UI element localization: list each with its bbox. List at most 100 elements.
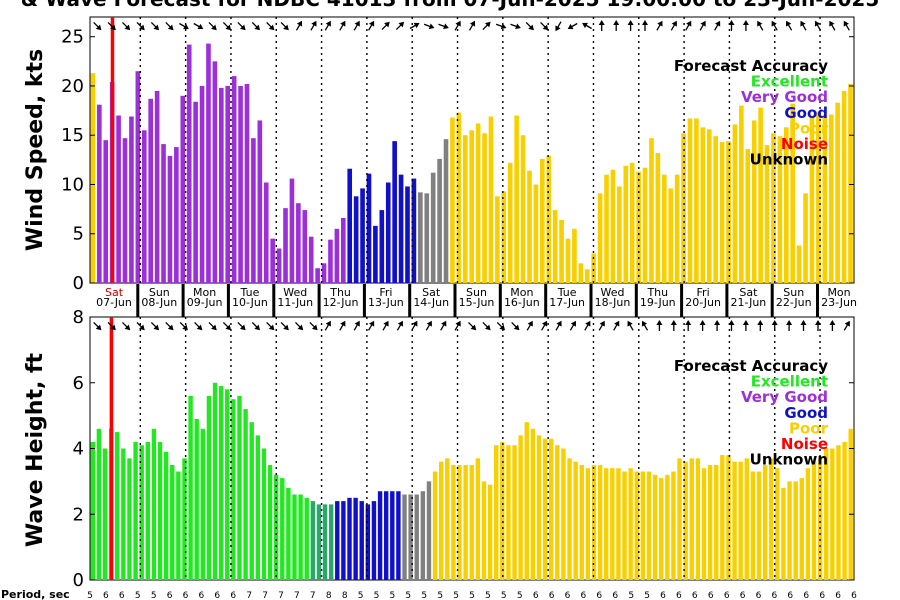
wind-bar — [321, 263, 327, 283]
wind-direction-arrow — [454, 20, 461, 31]
day-separator — [317, 284, 321, 317]
wind-bar — [828, 114, 834, 283]
wind-bar — [642, 167, 648, 283]
wave-ytick-label: 2 — [73, 504, 84, 525]
day-label-weekday: Sat — [105, 286, 124, 299]
wind-bar — [475, 123, 481, 284]
wave-direction-arrow — [382, 320, 389, 331]
wind-bar — [340, 217, 346, 283]
wind-direction-arrow — [567, 22, 578, 30]
wave-bar — [475, 458, 481, 580]
wave-bar — [322, 504, 328, 580]
period-value: 5 — [87, 591, 93, 600]
wave-bar — [328, 504, 334, 580]
day-separator — [544, 284, 548, 317]
wind-bar — [206, 43, 211, 283]
wave-bar — [200, 428, 206, 580]
period-value: 6 — [756, 591, 762, 600]
wave-bar — [689, 458, 694, 580]
wind-bar — [540, 158, 545, 283]
wave-direction-arrow — [584, 320, 591, 331]
period-value: 5 — [405, 591, 411, 600]
wave-ytick-label: 8 — [73, 307, 84, 328]
wave-bar — [206, 395, 212, 580]
wave-bar — [561, 448, 566, 580]
wind-direction-arrow — [324, 20, 331, 31]
day-label-date: 08-Jun — [141, 296, 177, 309]
wind-ytick-label: 10 — [61, 174, 84, 195]
wave-y-axis-label: Wave Height, ft — [23, 352, 48, 547]
wave-bar — [671, 471, 676, 580]
wind-bar — [777, 136, 783, 283]
wind-direction-arrow — [339, 20, 346, 31]
wind-direction-arrows — [93, 20, 850, 32]
wave-bar — [512, 445, 517, 580]
period-value: 6 — [183, 591, 189, 600]
wave-bar — [848, 428, 853, 580]
wind-bar — [719, 142, 725, 283]
wind-bar — [238, 85, 243, 284]
wave-bar — [102, 448, 108, 580]
wave-bar — [145, 441, 151, 580]
wind-direction-arrow — [222, 22, 232, 31]
wave-bar — [377, 491, 383, 580]
wind-direction-arrow — [237, 22, 246, 31]
wave-bar — [677, 458, 682, 580]
wave-bar — [432, 471, 438, 580]
period-value: 6 — [549, 591, 555, 600]
day-label-weekday: Fri — [379, 286, 392, 299]
wind-bar — [764, 145, 770, 283]
wind-bar — [199, 85, 205, 284]
day-label-date: 09-Jun — [187, 296, 223, 309]
wave-bar — [396, 491, 401, 580]
wave-bar — [176, 471, 181, 580]
wave-bars — [90, 382, 853, 581]
wave-bar — [304, 497, 309, 580]
wind-bars — [90, 43, 853, 284]
wave-bar — [610, 468, 615, 580]
wind-direction-arrow — [495, 23, 507, 30]
wave-bar — [781, 487, 786, 580]
wind-bar — [507, 162, 513, 283]
wave-bar — [408, 494, 413, 580]
wind-bar — [385, 182, 391, 283]
wave-bar — [420, 491, 426, 580]
wind-direction-arrow — [525, 22, 534, 31]
day-label-weekday: Fri — [697, 286, 710, 299]
wave-direction-arrow — [511, 322, 520, 331]
wind-bar — [501, 191, 507, 283]
wave-bar — [769, 458, 774, 580]
wave-bar — [212, 382, 218, 580]
period-value: 6 — [103, 591, 109, 600]
wind-direction-arrow — [613, 20, 620, 31]
day-label-weekday: Sat — [739, 286, 758, 299]
period-value: 5 — [390, 591, 396, 600]
wind-ytick-label: 0 — [73, 273, 84, 294]
period-value: 6 — [167, 591, 173, 600]
period-value: 6 — [230, 591, 236, 600]
wave-bar — [267, 464, 273, 580]
wind-bar — [148, 98, 153, 284]
wind-bar — [841, 90, 847, 283]
wind-bar — [739, 105, 744, 283]
wave-direction-arrow — [670, 320, 677, 331]
wind-bar — [629, 162, 635, 283]
period-value: 6 — [199, 591, 205, 600]
wind-direction-arrow — [381, 21, 390, 30]
wave-bar — [487, 484, 493, 580]
wave-day-gridlines — [109, 317, 821, 580]
wind-bar — [296, 203, 301, 283]
wave-direction-arrow — [353, 320, 360, 331]
wave-bar — [121, 448, 126, 580]
wind-bar — [816, 111, 821, 283]
wave-bar — [225, 389, 230, 580]
day-label-date: 17-Jun — [549, 296, 585, 309]
period-value: 7 — [278, 591, 284, 600]
wind-bar — [623, 165, 629, 283]
wind-bar — [135, 71, 141, 283]
wave-direction-arrow — [136, 322, 145, 331]
wind-bar — [700, 127, 706, 283]
wave-bar — [616, 468, 621, 580]
wind-direction-arrow — [395, 21, 405, 30]
